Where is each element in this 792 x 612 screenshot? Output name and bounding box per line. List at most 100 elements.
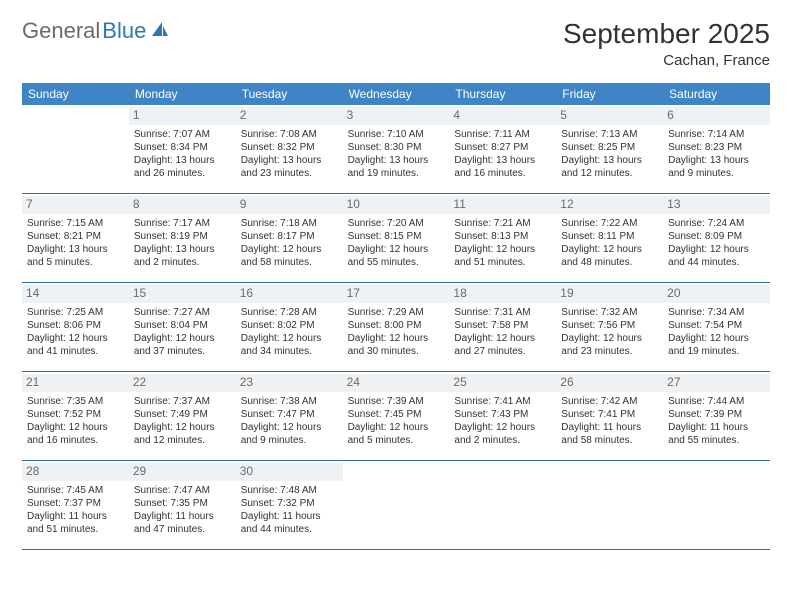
day-number: 15 (129, 285, 236, 303)
sunrise-text: Sunrise: 7:29 AM (348, 306, 445, 319)
day-number: 12 (556, 196, 663, 214)
day-number: 17 (343, 285, 450, 303)
daylight-text: Daylight: 12 hours and 58 minutes. (241, 243, 338, 269)
daylight-text: Daylight: 13 hours and 23 minutes. (241, 154, 338, 180)
sunset-text: Sunset: 7:43 PM (454, 408, 551, 421)
day-number: 20 (663, 285, 770, 303)
logo: GeneralBlue (22, 18, 170, 44)
daylight-text: Daylight: 12 hours and 19 minutes. (668, 332, 765, 358)
day-number: 6 (663, 107, 770, 125)
sunrise-text: Sunrise: 7:45 AM (27, 484, 124, 497)
day-cell: 29Sunrise: 7:47 AMSunset: 7:35 PMDayligh… (129, 461, 236, 549)
day-cell: 1 Sunrise: 7:07 AMSunset: 8:34 PMDaylight… (129, 105, 236, 193)
sunrise-text: Sunrise: 7:10 AM (348, 128, 445, 141)
sunset-text: Sunset: 8:34 PM (134, 141, 231, 154)
day-number: 21 (22, 374, 129, 392)
sunset-text: Sunset: 8:25 PM (561, 141, 658, 154)
sunrise-text: Sunrise: 7:20 AM (348, 217, 445, 230)
daylight-text: Daylight: 11 hours and 44 minutes. (241, 510, 338, 536)
day-cell: 11Sunrise: 7:21 AMSunset: 8:13 PMDayligh… (449, 194, 556, 282)
daylight-text: Daylight: 12 hours and 48 minutes. (561, 243, 658, 269)
daylight-text: Daylight: 13 hours and 19 minutes. (348, 154, 445, 180)
sunset-text: Sunset: 7:35 PM (134, 497, 231, 510)
week-row: 7Sunrise: 7:15 AMSunset: 8:21 PMDaylight… (22, 194, 770, 283)
sunset-text: Sunset: 7:56 PM (561, 319, 658, 332)
day-number: 23 (236, 374, 343, 392)
sunrise-text: Sunrise: 7:14 AM (668, 128, 765, 141)
day-number: 24 (343, 374, 450, 392)
day-cell: 3Sunrise: 7:10 AMSunset: 8:30 PMDaylight… (343, 105, 450, 193)
day-cell: 26Sunrise: 7:42 AMSunset: 7:41 PMDayligh… (556, 372, 663, 460)
weekday-header: Tuesday (236, 83, 343, 105)
week-row: 1Sunrise: 7:07 AMSunset: 8:34 PMDaylight… (22, 105, 770, 194)
day-cell: 5Sunrise: 7:13 AMSunset: 8:25 PMDaylight… (556, 105, 663, 193)
sunset-text: Sunset: 8:32 PM (241, 141, 338, 154)
sunrise-text: Sunrise: 7:44 AM (668, 395, 765, 408)
sunrise-text: Sunrise: 7:08 AM (241, 128, 338, 141)
day-number: 1 (129, 107, 236, 125)
daylight-text: Daylight: 13 hours and 26 minutes. (134, 154, 231, 180)
sunrise-text: Sunrise: 7:32 AM (561, 306, 658, 319)
day-number: 28 (22, 463, 129, 481)
daylight-text: Daylight: 13 hours and 12 minutes. (561, 154, 658, 180)
daylight-text: Daylight: 13 hours and 16 minutes. (454, 154, 551, 180)
sunset-text: Sunset: 7:41 PM (561, 408, 658, 421)
daylight-text: Daylight: 11 hours and 58 minutes. (561, 421, 658, 447)
daylight-text: Daylight: 12 hours and 51 minutes. (454, 243, 551, 269)
weekday-header: Sunday (22, 83, 129, 105)
day-number: 9 (236, 196, 343, 214)
sunrise-text: Sunrise: 7:41 AM (454, 395, 551, 408)
daylight-text: Daylight: 12 hours and 30 minutes. (348, 332, 445, 358)
daylight-text: Daylight: 13 hours and 2 minutes. (134, 243, 231, 269)
sunset-text: Sunset: 8:15 PM (348, 230, 445, 243)
logo-text-2: Blue (102, 18, 146, 44)
day-cell: 19 Sunrise: 7:32 AMSunset: 7:56 PMDayligh… (556, 283, 663, 371)
daylight-text: Daylight: 12 hours and 23 minutes. (561, 332, 658, 358)
day-cell: 7Sunrise: 7:15 AMSunset: 8:21 PMDaylight… (22, 194, 129, 282)
day-number: 30 (236, 463, 343, 481)
day-number: 18 (449, 285, 556, 303)
sunset-text: Sunset: 8:09 PM (668, 230, 765, 243)
day-cell: 18Sunrise: 7:31 AMSunset: 7:58 PMDayligh… (449, 283, 556, 371)
sunset-text: Sunset: 7:52 PM (27, 408, 124, 421)
day-cell: 30 Sunrise: 7:48 AMSunset: 7:32 PMDayligh… (236, 461, 343, 549)
day-number: 7 (22, 196, 129, 214)
sunset-text: Sunset: 7:47 PM (241, 408, 338, 421)
daylight-text: Daylight: 13 hours and 9 minutes. (668, 154, 765, 180)
sunset-text: Sunset: 8:00 PM (348, 319, 445, 332)
day-cell (663, 461, 770, 549)
week-row: 14Sunrise: 7:25 AMSunset: 8:06 PMDayligh… (22, 283, 770, 372)
sunrise-text: Sunrise: 7:42 AM (561, 395, 658, 408)
day-number: 14 (22, 285, 129, 303)
day-cell: 21Sunrise: 7:35 AMSunset: 7:52 PMDayligh… (22, 372, 129, 460)
sunrise-text: Sunrise: 7:28 AM (241, 306, 338, 319)
day-cell: 22Sunrise: 7:37 AMSunset: 7:49 PMDayligh… (129, 372, 236, 460)
sunset-text: Sunset: 8:02 PM (241, 319, 338, 332)
sunset-text: Sunset: 8:06 PM (27, 319, 124, 332)
day-number: 19 (556, 285, 663, 303)
day-number: 3 (343, 107, 450, 125)
sunrise-text: Sunrise: 7:17 AM (134, 217, 231, 230)
week-row: 21Sunrise: 7:35 AMSunset: 7:52 PMDayligh… (22, 372, 770, 461)
weekday-header: Thursday (449, 83, 556, 105)
sunrise-text: Sunrise: 7:07 AM (134, 128, 231, 141)
day-cell (556, 461, 663, 549)
sunrise-text: Sunrise: 7:47 AM (134, 484, 231, 497)
day-number: 11 (449, 196, 556, 214)
sunset-text: Sunset: 7:32 PM (241, 497, 338, 510)
logo-sail-icon (150, 18, 170, 44)
sunset-text: Sunset: 7:49 PM (134, 408, 231, 421)
day-cell: 27Sunrise: 7:44 AMSunset: 7:39 PMDayligh… (663, 372, 770, 460)
location-label: Cachan, France (563, 52, 770, 69)
daylight-text: Daylight: 12 hours and 12 minutes. (134, 421, 231, 447)
sunrise-text: Sunrise: 7:21 AM (454, 217, 551, 230)
daylight-text: Daylight: 11 hours and 47 minutes. (134, 510, 231, 536)
sunrise-text: Sunrise: 7:48 AM (241, 484, 338, 497)
daylight-text: Daylight: 12 hours and 2 minutes. (454, 421, 551, 447)
sunrise-text: Sunrise: 7:11 AM (454, 128, 551, 141)
day-cell (449, 461, 556, 549)
sunset-text: Sunset: 7:58 PM (454, 319, 551, 332)
sunset-text: Sunset: 8:19 PM (134, 230, 231, 243)
day-cell: 23Sunrise: 7:38 AMSunset: 7:47 PMDayligh… (236, 372, 343, 460)
day-cell: 6Sunrise: 7:14 AMSunset: 8:23 PMDaylight… (663, 105, 770, 193)
